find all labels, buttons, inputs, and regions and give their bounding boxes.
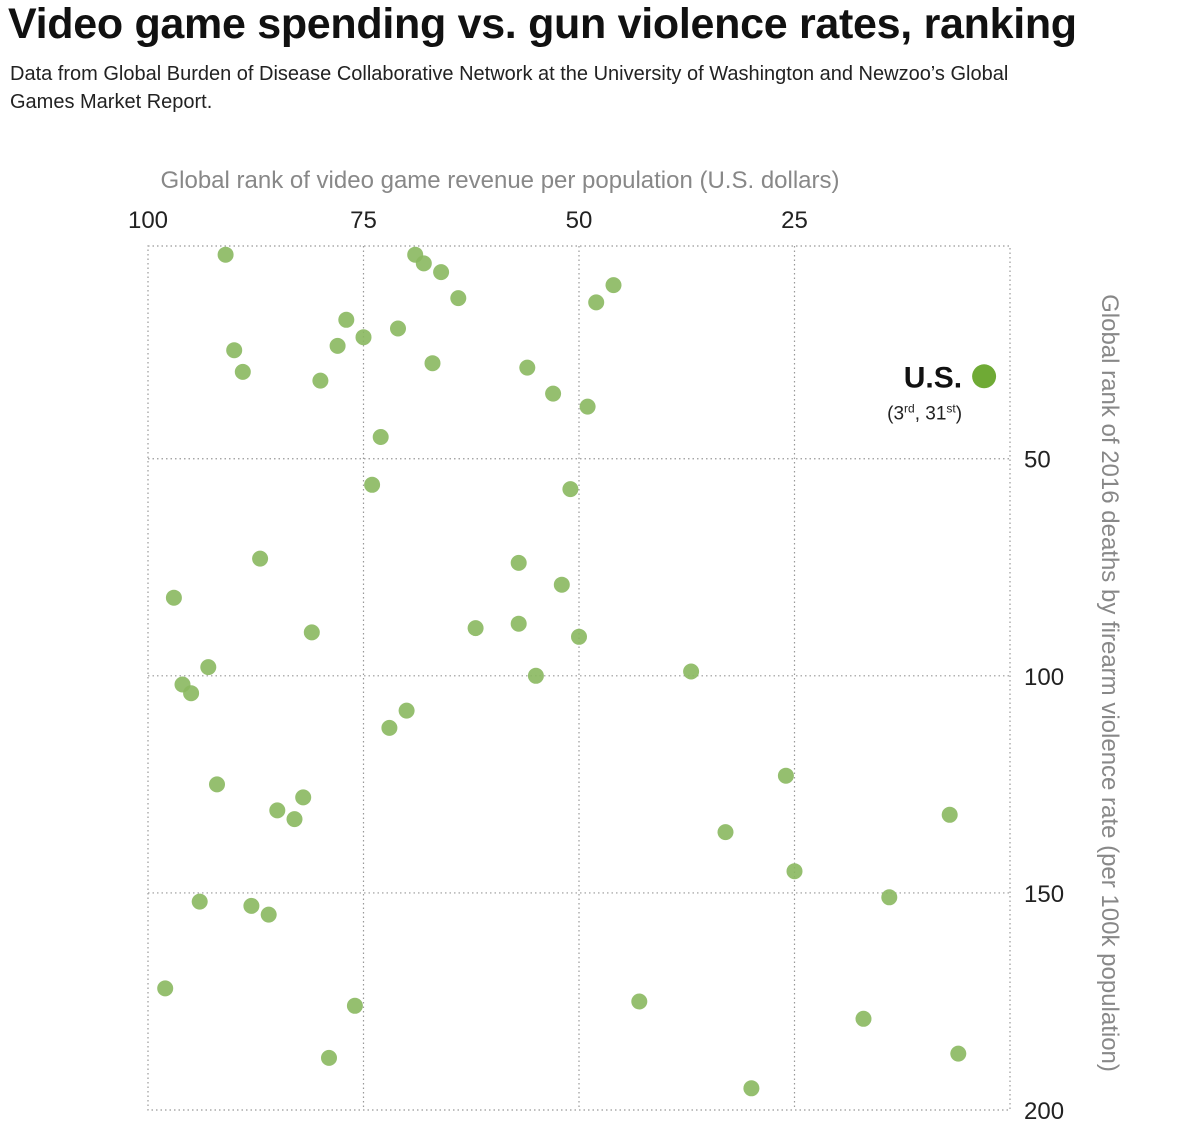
data-point [553,576,570,593]
data-point [950,1045,967,1062]
data-point [329,337,346,354]
data-point [855,1010,872,1027]
chart-subtitle: Data from Global Burden of Disease Colla… [10,63,1009,113]
data-point [381,719,398,736]
data-point [355,329,372,346]
data-point [346,997,363,1014]
data-point [165,589,182,606]
highlight-layer: U.S. (3rd, 31st) [887,361,997,424]
data-point [303,624,320,641]
y-tick-label: 100 [1024,664,1064,691]
y-tick-label: 150 [1024,881,1064,908]
data-point [631,993,648,1010]
data-point [415,255,432,272]
data-point [519,359,536,376]
data-point [605,277,622,294]
data-point [398,702,415,719]
x-tick-label: 100 [128,207,168,234]
data-point [527,667,544,684]
y-tick-label: 200 [1024,1098,1064,1125]
data-point [510,615,527,632]
y-tick-label: 50 [1024,447,1051,474]
us-data-point [972,364,997,389]
data-point [467,620,484,637]
data-point [209,776,225,793]
data-point [545,385,562,402]
us-label: U.S. [904,361,962,394]
data-point [450,290,467,307]
data-point [588,294,605,311]
data-point [312,372,329,389]
data-point [579,398,596,415]
data-point [571,628,587,645]
data-point [562,481,579,498]
plot-frame [147,245,1011,1111]
data-point [321,1049,337,1066]
grid-layer: 100 75 50 25 50 100 150 200 [128,207,1064,1125]
data-point [717,824,734,841]
data-point [364,476,381,493]
data-point [269,802,286,819]
x-tick-label: 25 [781,207,808,234]
x-tick-label: 75 [350,207,377,234]
data-point [243,897,260,914]
x-tick-label: 50 [566,207,593,234]
chart-title: Video game spending vs. gun violence rat… [8,0,1077,48]
y-axis-title: Global rank of 2016 deaths by firearm vi… [1096,294,1123,1072]
data-point [372,429,389,445]
data-point [777,767,794,784]
data-point [286,811,303,828]
data-point [217,246,234,263]
data-point [941,806,958,823]
data-point [424,355,441,372]
data-point [683,663,700,680]
data-point [252,550,269,567]
data-point [183,685,200,702]
data-point [433,264,450,281]
data-point [295,789,312,806]
data-point [226,342,243,359]
data-point [191,893,208,910]
data-point [338,311,355,328]
data-point [390,320,406,337]
us-rank-note: (3rd, 31st) [887,401,962,424]
data-point [743,1080,760,1097]
data-point [881,889,898,906]
data-point [234,363,251,380]
data-point [260,906,277,923]
data-point [786,863,803,880]
data-point [200,659,217,676]
x-axis-title: Global rank of video game revenue per po… [160,167,839,194]
data-point [510,554,527,571]
points-layer [157,246,967,1097]
data-point [157,980,174,997]
